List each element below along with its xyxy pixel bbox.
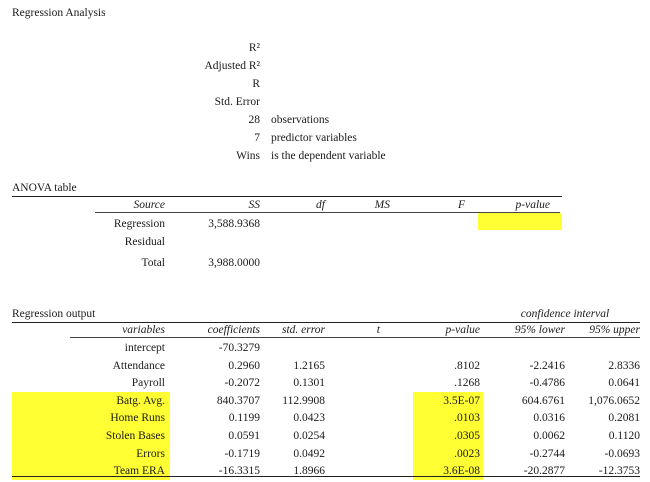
reg-cell-coefficient: 0.2960: [228, 359, 260, 372]
anova-ss-total: 3,988.0000: [208, 257, 260, 269]
dependent-label: is the dependent variable: [271, 150, 386, 162]
reg-cell-p-value: 3.5E-07: [443, 394, 480, 407]
reg-cell-coefficient: -0.1719: [224, 447, 260, 460]
predictors-label: predictor variables: [271, 132, 357, 144]
reg-cell-95-upper: 0.2081: [608, 412, 640, 425]
std-error-label: Std. Error: [214, 96, 260, 108]
reg-cell-95-upper: 0.1120: [608, 430, 640, 442]
anova-title: ANOVA table: [12, 182, 77, 194]
reg-header-95-upper: 95% upper: [589, 324, 640, 336]
reg-cell-coefficient: -70.3279: [218, 342, 260, 354]
page-title: Regression Analysis: [12, 7, 106, 19]
reg-cell-coefficient: 840.3707: [216, 394, 260, 407]
reg-cell-p-value: .1268: [454, 377, 480, 390]
anova-header-rule: [95, 212, 560, 213]
reg-cell-variable: Attendance: [112, 359, 165, 372]
anova-p-value-highlight: [478, 213, 562, 230]
observations-value: 28: [248, 114, 261, 126]
reg-cell-95-lower: -0.2744: [529, 447, 565, 460]
confidence-interval-title: confidence interval: [520, 308, 610, 320]
reg-cell-95-upper: 0.0641: [608, 377, 640, 390]
reg-cell-variable: Batg. Avg.: [116, 394, 165, 407]
p-value-highlight: [413, 444, 483, 463]
reg-cell-95-lower: 0.0062: [533, 430, 565, 442]
regression-title: Regression output: [12, 308, 96, 320]
anova-top-rule: [12, 196, 562, 197]
p-value-highlight: [413, 409, 483, 427]
reg-cell-coefficient: -16.3315: [218, 465, 260, 478]
anova-header-source: Source: [133, 199, 165, 211]
reg-header-std-error: std. error: [281, 324, 325, 336]
reg-header-rule: [70, 337, 640, 338]
reg-cell-std-error: 0.0254: [293, 430, 325, 442]
reg-cell-variable: Payroll: [131, 377, 165, 390]
variable-highlight: [12, 391, 170, 410]
reg-cell-variable: Team ERA: [113, 465, 165, 478]
reg-cell-95-lower: 0.0316: [533, 412, 565, 425]
p-value-highlight: [413, 391, 483, 410]
anova-header-f: F: [457, 199, 465, 211]
reg-header-95-lower: 95% lower: [514, 324, 565, 336]
anova-header-ms: MS: [374, 199, 390, 211]
p-value-highlight: [413, 462, 483, 480]
reg-cell-95-lower: -20.2877: [523, 465, 565, 478]
anova-source-regression: Regression: [113, 218, 165, 230]
reg-cell-95-upper: 2.8336: [608, 359, 640, 372]
variable-highlight: [12, 409, 170, 427]
observations-label: observations: [271, 114, 330, 126]
reg-cell-std-error: 0.0423: [293, 412, 325, 425]
reg-cell-p-value: .0305: [454, 430, 480, 442]
anova-header-ss: SS: [248, 199, 261, 211]
reg-cell-95-upper: 1,076.0652: [588, 394, 640, 407]
r-squared-label: R²: [248, 42, 260, 54]
anova-source-total: Total: [141, 257, 165, 269]
reg-cell-p-value: 3.6E-08: [443, 465, 480, 478]
reg-cell-coefficient: -0.2072: [224, 377, 260, 390]
reg-cell-variable: Home Runs: [110, 412, 165, 425]
predictors-value: 7: [254, 132, 260, 144]
regression-top-rule: [12, 322, 640, 323]
reg-cell-std-error: 1.2165: [293, 359, 325, 372]
reg-cell-95-lower: 604.6761: [521, 394, 565, 407]
reg-cell-p-value: .0023: [454, 447, 480, 460]
reg-cell-95-lower: -0.4786: [529, 377, 565, 390]
variable-highlight: [12, 462, 170, 480]
reg-cell-95-upper: -12.3753: [598, 465, 640, 478]
reg-header-coefficients: coefficients: [207, 324, 260, 336]
reg-cell-coefficient: 0.1199: [228, 412, 260, 425]
adjusted-r-squared-label: Adjusted R²: [204, 60, 260, 72]
reg-cell-std-error: 112.9908: [282, 394, 325, 407]
reg-header-t: t: [376, 324, 380, 336]
reg-cell-95-upper: -0.0693: [604, 447, 640, 460]
variable-highlight: [12, 444, 170, 463]
p-value-highlight: [413, 427, 483, 445]
reg-cell-variable: intercept: [124, 342, 165, 354]
reg-cell-95-lower: -2.2416: [529, 359, 565, 372]
anova-header-df: df: [316, 199, 325, 211]
reg-cell-coefficient: 0.0591: [228, 430, 260, 442]
reg-cell-p-value: .8102: [454, 359, 480, 372]
regression-bottom-rule: [12, 476, 640, 477]
dependent-value: Wins: [236, 150, 260, 162]
reg-cell-variable: Stolen Bases: [105, 430, 165, 442]
anova-ss-regression: 3,588.9368: [208, 218, 260, 230]
reg-cell-p-value: .0103: [454, 412, 480, 425]
anova-header-p-value: p-value: [515, 199, 550, 211]
r-label: R: [252, 78, 260, 90]
variable-highlight: [12, 427, 170, 445]
reg-cell-std-error: 1.8966: [293, 465, 325, 478]
reg-cell-std-error: 0.1301: [293, 377, 325, 390]
reg-cell-variable: Errors: [136, 447, 165, 460]
reg-header-p-value: p-value: [445, 324, 480, 336]
anova-source-residual: Residual: [124, 236, 165, 248]
reg-header-variables: variables: [122, 324, 165, 336]
reg-cell-std-error: 0.0492: [293, 447, 325, 460]
